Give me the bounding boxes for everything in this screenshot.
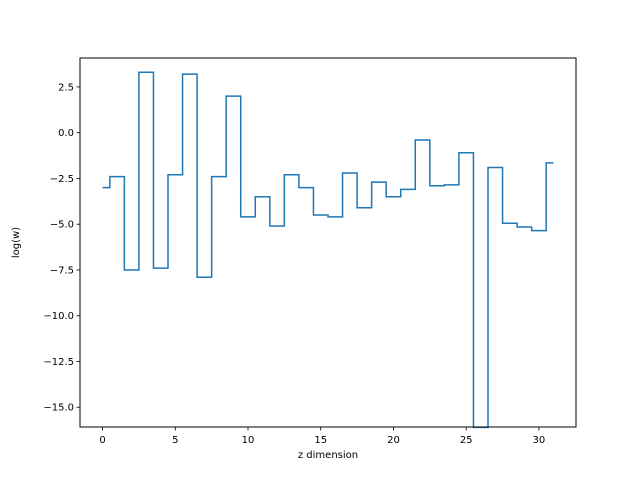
plot-frame	[79, 57, 577, 428]
y-tick-label: −12.5	[43, 357, 74, 368]
y-tick-label: −2.5	[50, 174, 74, 185]
x-axis-ticks: 0 5 10 15 20 25 30	[99, 427, 545, 446]
y-tick-label: −7.5	[50, 265, 74, 276]
x-tick-label: 25	[460, 435, 473, 446]
y-tick-label: 2.5	[58, 82, 74, 93]
y-tick-label: −5.0	[50, 220, 74, 231]
x-tick-label: 0	[99, 435, 105, 446]
x-tick-label: 30	[533, 435, 546, 446]
y-axis-label: log(w)	[11, 227, 22, 258]
y-tick-label: −10.0	[43, 311, 74, 322]
x-tick-label: 10	[242, 435, 255, 446]
y-axis-ticks: 2.5 0.0 −2.5 −5.0 −7.5 −10.0 −12.5 −15.0	[43, 82, 80, 414]
x-tick-label: 20	[387, 435, 400, 446]
y-tick-label: 0.0	[58, 128, 74, 139]
x-axis-label: z dimension	[298, 450, 358, 461]
x-tick-label: 15	[314, 435, 327, 446]
y-tick-label: −15.0	[43, 403, 74, 414]
x-tick-label: 5	[172, 435, 178, 446]
